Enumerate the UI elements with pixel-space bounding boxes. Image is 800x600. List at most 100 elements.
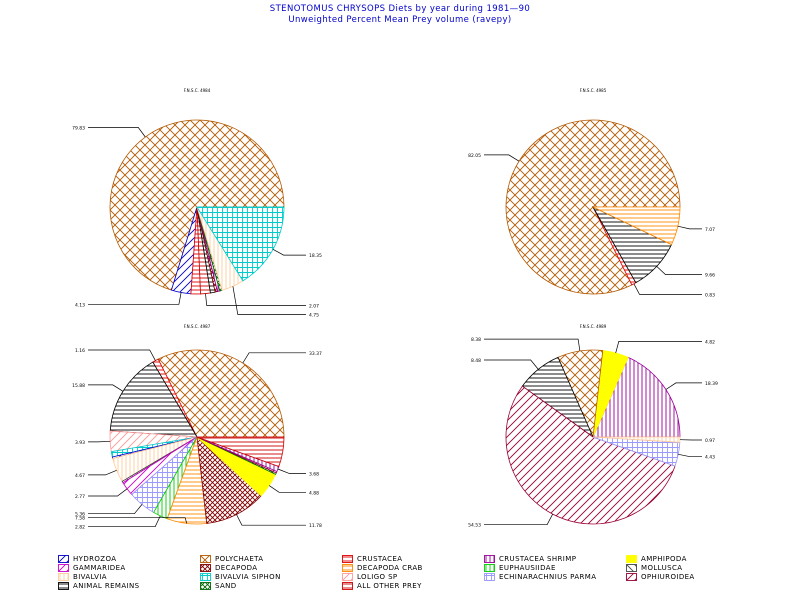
slice-value-label: 3.93: [75, 440, 85, 446]
slice-value-label: 4.88: [309, 490, 319, 496]
legend-swatch: [484, 573, 495, 581]
legend-label: OPHIUROIDEA: [641, 573, 695, 581]
slice-value-label: 4.67: [75, 473, 85, 479]
leader-line: [665, 382, 702, 390]
leader-line: [88, 292, 182, 305]
leader-line: [88, 517, 188, 524]
legend-label: CRUSTACEA: [357, 555, 403, 563]
pie-slice-animal-remains: [109, 361, 198, 438]
pie-slice-ophiuroidea: [505, 385, 676, 525]
legend: HYDROZOA POLYCHAETA CRUSTACEA CRUSTACEA SHR…: [58, 555, 758, 599]
legend-label: HYDROZOA: [73, 555, 117, 563]
legend-label: EUPHAUSIIDAE: [499, 564, 556, 572]
pie-slice-bivalvia: [592, 436, 681, 443]
legend-swatch: [484, 555, 495, 563]
leader-line: [633, 283, 702, 295]
legend-label: ECHINARACHNIUS PARMA: [499, 573, 597, 581]
legend-swatch: [200, 582, 211, 590]
legend-swatch: [342, 582, 353, 590]
slice-value-label: 7.58: [75, 516, 85, 522]
pie-slice-polychaeta: [157, 349, 285, 438]
legend-label: MOLLUSCA: [641, 564, 683, 572]
legend-swatch: [484, 564, 495, 572]
legend-swatch: [626, 564, 637, 572]
pie-slice-decapoda: [196, 435, 262, 524]
leader-line: [232, 286, 306, 315]
pie-title: F.N.S.C. 4984: [184, 88, 211, 93]
leader-line: [484, 338, 581, 352]
legend-label: AMPHIPODA: [641, 555, 687, 563]
pie-slice-all-other-prey: [196, 436, 285, 468]
legend-swatch: [58, 573, 69, 581]
slice-value-label: 11.78: [309, 523, 322, 529]
legend-swatch: [626, 555, 637, 563]
slice-value-label: 8.48: [471, 358, 481, 364]
pie-slice-decapoda-crab: [592, 206, 681, 246]
slice-value-label: 82.05: [468, 153, 481, 159]
slice-value-label: 3.68: [309, 471, 319, 477]
slice-value-label: 18.35: [309, 253, 322, 259]
pie-chart-4: F.N.S.C. 4989 18.39 4.82 8.38 8.48 54.53 4.43 0…: [468, 324, 718, 529]
slice-value-label: 0.83: [705, 292, 715, 298]
slice-value-label: 2.77: [75, 494, 85, 500]
slice-value-label: 4.82: [705, 339, 715, 345]
legend-swatch: [342, 555, 353, 563]
legend-label: DECAPODA: [215, 564, 258, 572]
pie-slice-polychaeta: [109, 119, 285, 291]
slice-value-label: 79.83: [72, 125, 85, 131]
leader-line: [484, 154, 520, 162]
legend-label: CRUSTACEA SHRIMP: [499, 555, 577, 563]
chart-title: STENOTOMUS CHRYSOPS Diets by year during…: [0, 4, 800, 26]
legend-label: GAMMARIDEA: [73, 564, 126, 572]
slice-value-label: 0.97: [705, 438, 715, 444]
legend-label: LOLIGO SP: [357, 573, 398, 581]
pie-chart-3: F.N.S.C. 4987 33.37 1.16 15.88 3.93 4.67 2.77 5…: [72, 324, 322, 531]
leader-line: [236, 514, 306, 526]
slice-value-label: 8.38: [471, 337, 481, 343]
legend-swatch: [626, 573, 637, 581]
slice-value-label: 54.53: [468, 523, 481, 529]
leader-line: [272, 248, 306, 256]
leader-line: [484, 513, 554, 526]
legend-swatch: [200, 564, 211, 572]
leader-line: [484, 359, 539, 370]
leader-line: [88, 504, 143, 515]
legend-label: BIVALVIA SIPHON: [215, 573, 281, 581]
slice-value-label: 4.75: [309, 313, 319, 319]
slice-value-label: 2.07: [309, 304, 319, 310]
leader-line: [615, 341, 702, 354]
pie-chart-1: F.N.S.C. 4984 79.83 4.13 2.07 4.75 18.35: [72, 88, 322, 319]
slice-value-label: 15.88: [72, 383, 85, 389]
slice-value-label: 1.16: [75, 348, 85, 354]
leader-line: [88, 488, 128, 497]
legend-swatch: [58, 555, 69, 563]
pie-title: F.N.S.C. 4985: [580, 88, 607, 93]
legend-label: POLYCHAETA: [215, 555, 264, 563]
legend-label: ALL OTHER PREY: [357, 582, 422, 590]
legend-swatch: [342, 573, 353, 581]
leader-line: [269, 485, 306, 493]
slice-value-label: 18.39: [705, 381, 718, 387]
legend-label: BIVALVIA: [73, 573, 107, 581]
legend-label: DECAPODA CRAB: [357, 564, 423, 572]
leader-line: [677, 225, 702, 230]
title-line-1: STENOTOMUS CHRYSOPS Diets by year during…: [269, 4, 531, 14]
legend-swatch: [58, 564, 69, 572]
slice-value-label: 4.43: [705, 455, 715, 461]
legend-swatch: [58, 582, 69, 590]
slice-value-label: 5.36: [75, 512, 85, 518]
legend-swatch: [200, 555, 211, 563]
leader-line: [656, 266, 702, 275]
leader-line: [678, 453, 702, 458]
leader-line: [205, 293, 306, 306]
legend-label: ANIMAL REMAINS: [73, 582, 140, 590]
legend-label: SAND: [215, 582, 237, 590]
slice-value-label: 7.07: [705, 227, 715, 233]
pie-chart-2: F.N.S.C. 4985 82.05 0.83 9.66 7.07: [468, 88, 715, 298]
pie-slice-crustacea-shrimp: [592, 356, 681, 438]
leader-line: [88, 515, 161, 528]
slice-value-label: 2.82: [75, 525, 85, 531]
leader-line: [88, 384, 124, 392]
legend-swatch: [200, 573, 211, 581]
